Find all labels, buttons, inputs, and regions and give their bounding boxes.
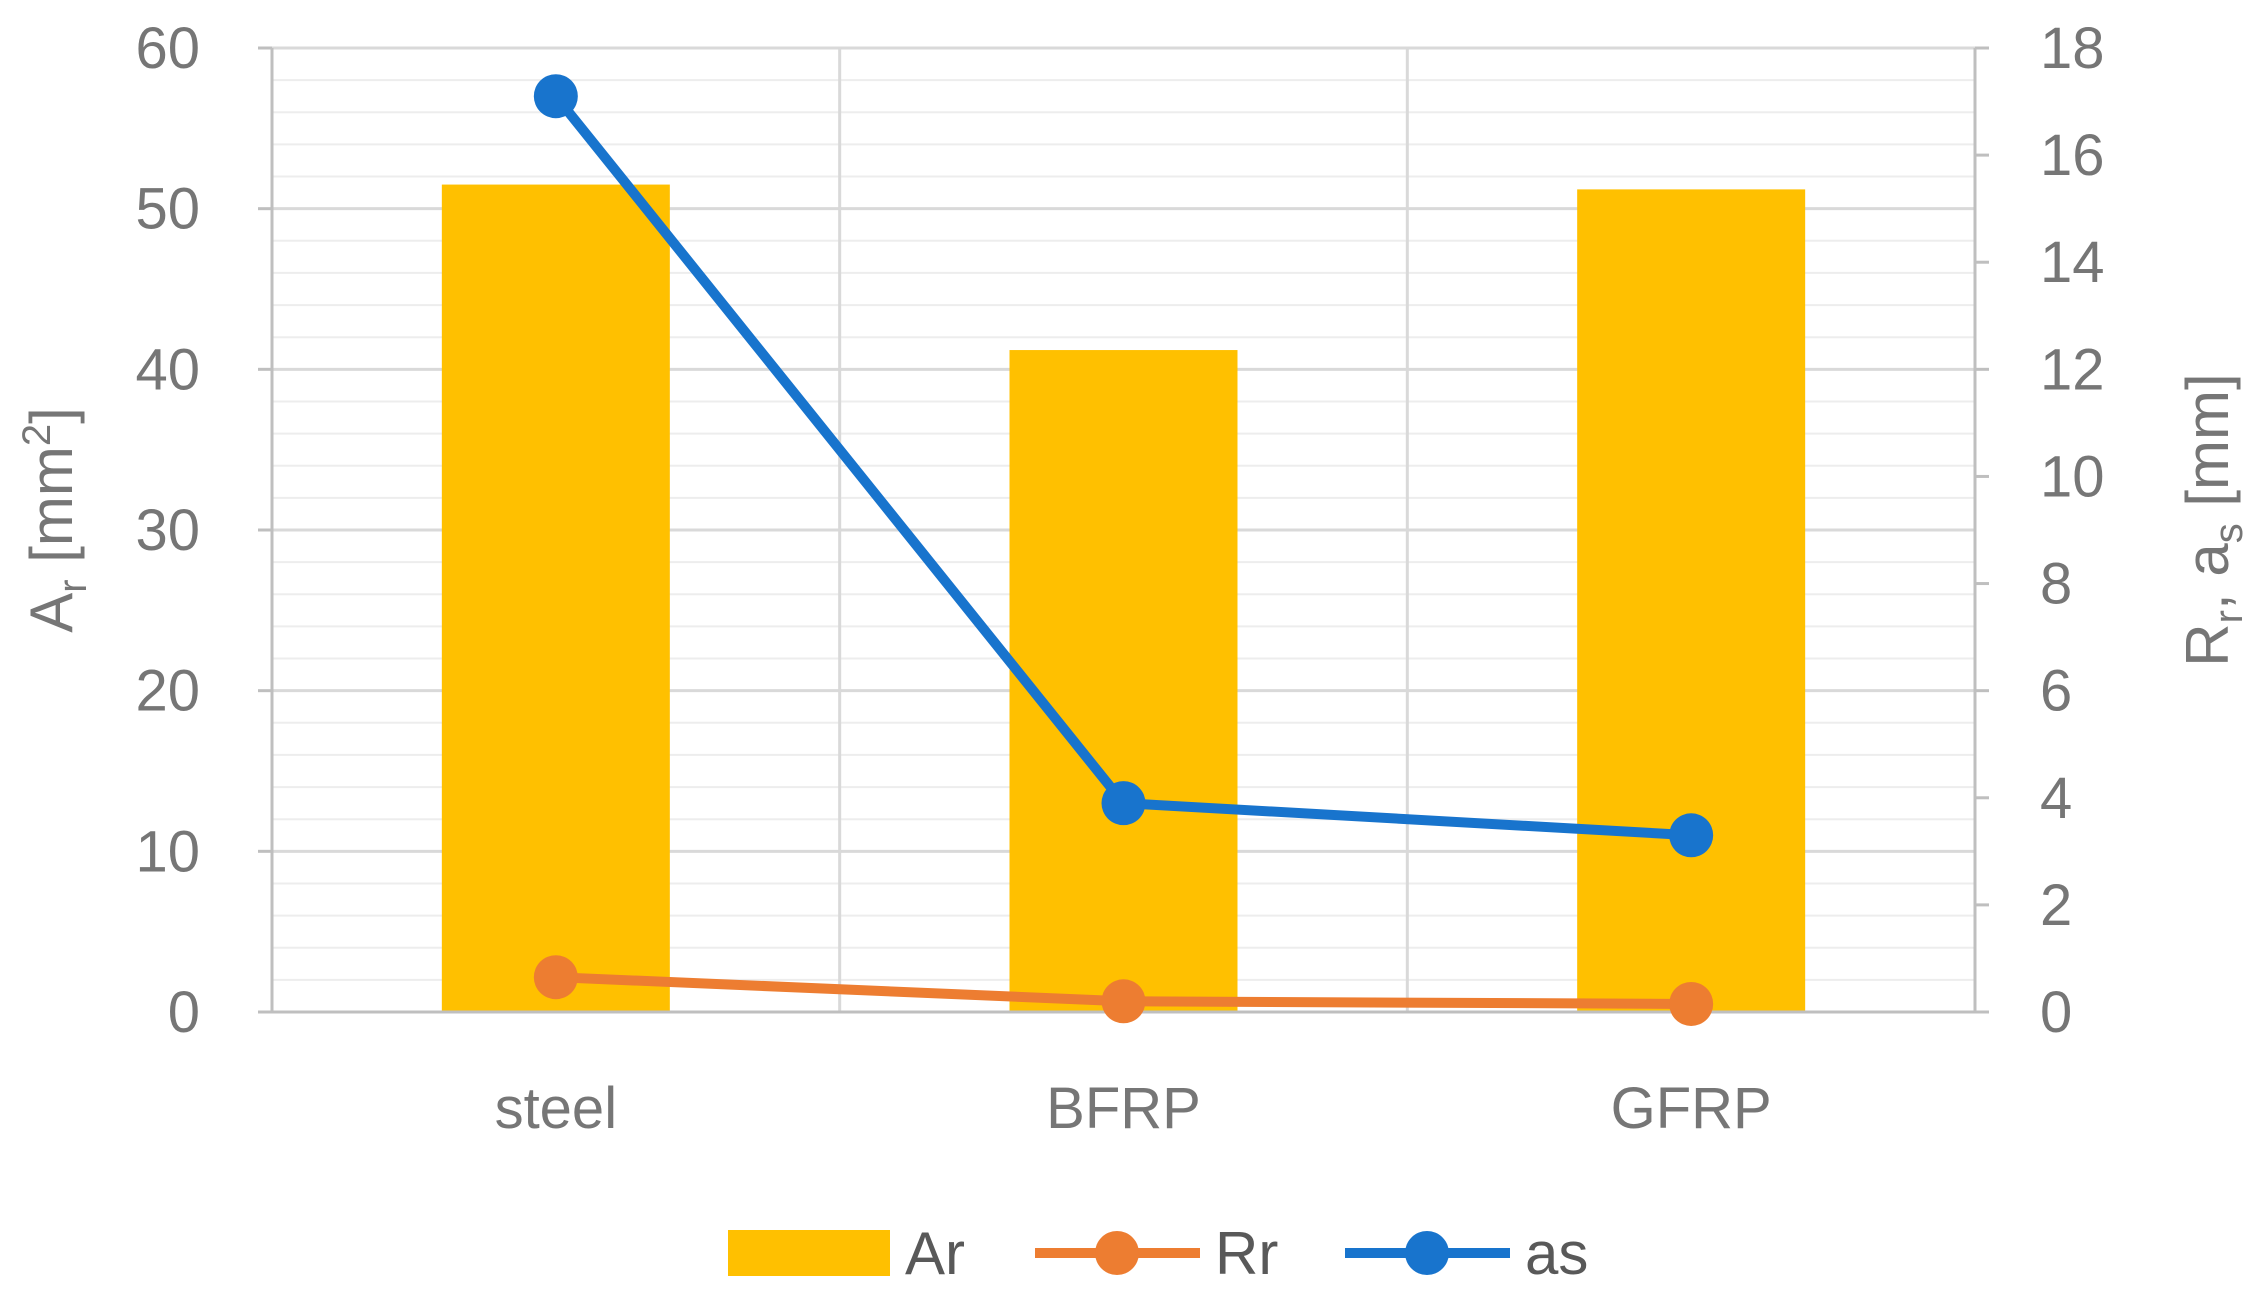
right-axis-title-mid: , a xyxy=(2174,543,2241,610)
left-tick-label: 0 xyxy=(168,980,200,1045)
point-as-steel xyxy=(533,74,578,119)
right-axis-ticks: 0 2 4 6 8 10 12 14 16 18 xyxy=(2040,16,2105,1045)
category-labels: steel BFRP GFRP xyxy=(495,1076,1772,1141)
right-tick-label: 4 xyxy=(2040,766,2072,831)
left-tick-label: 10 xyxy=(135,819,200,884)
bar-series xyxy=(441,184,1806,1013)
category-label-steel: steel xyxy=(495,1076,618,1141)
right-tick-label: 6 xyxy=(2040,659,2072,724)
left-tick-label: 20 xyxy=(135,659,200,724)
category-label-bfrp: BFRP xyxy=(1046,1076,1201,1141)
right-tick-label: 16 xyxy=(2040,123,2105,188)
right-tick-label: 10 xyxy=(2040,444,2105,509)
point-rr-steel xyxy=(533,955,578,1000)
right-tick-label: 18 xyxy=(2040,16,2105,81)
right-tick-label: 0 xyxy=(2040,980,2072,1045)
point-rr-gfrp xyxy=(1669,981,1714,1026)
left-axis-title-sub: r xyxy=(51,579,95,592)
bar-ar-gfrp xyxy=(1577,189,1806,1013)
right-axis-title-end: [mm] xyxy=(2174,373,2241,523)
right-tick-label: 12 xyxy=(2040,337,2105,402)
right-axis-title-b-sub: s xyxy=(2207,523,2251,543)
right-axis-title-a: R xyxy=(2174,623,2241,666)
left-axis-title-rest: [mm xyxy=(18,446,85,579)
right-axis-title: Rr, as [mm] xyxy=(2174,373,2251,666)
left-tick-label: 60 xyxy=(135,16,200,81)
legend-label-rr: Rr xyxy=(1215,1220,1278,1287)
left-tick-label: 40 xyxy=(135,337,200,402)
legend-label-as: as xyxy=(1525,1220,1588,1287)
point-as-gfrp xyxy=(1669,813,1714,858)
line-series xyxy=(533,74,1714,1026)
right-tick-label: 8 xyxy=(2040,552,2072,617)
point-as-bfrp xyxy=(1101,781,1146,826)
left-axis-title-end: ] xyxy=(18,407,85,424)
left-tick-label: 30 xyxy=(135,498,200,563)
point-rr-bfrp xyxy=(1101,979,1146,1024)
left-axis-ticks: 0 10 20 30 40 50 60 xyxy=(135,16,200,1045)
legend-marker-rr xyxy=(1095,1231,1139,1275)
bar-ar-steel xyxy=(441,184,670,1013)
left-axis-title: Ar [mm2] xyxy=(15,407,95,633)
category-label-gfrp: GFRP xyxy=(1611,1076,1772,1141)
legend-label-ar: Ar xyxy=(905,1220,965,1287)
legend-swatch-ar xyxy=(728,1230,890,1276)
left-tick-label: 50 xyxy=(135,177,200,242)
bar-ar-bfrp xyxy=(1009,350,1238,1012)
legend-marker-as xyxy=(1405,1231,1449,1275)
left-axis-title-main: A xyxy=(18,593,85,633)
legend: Ar Rr as xyxy=(728,1220,1588,1287)
right-axis-title-a-sub: r xyxy=(2207,610,2251,623)
right-tick-label: 2 xyxy=(2040,873,2072,938)
left-axis-title-sup: 2 xyxy=(15,424,59,446)
right-tick-label: 14 xyxy=(2040,230,2105,295)
